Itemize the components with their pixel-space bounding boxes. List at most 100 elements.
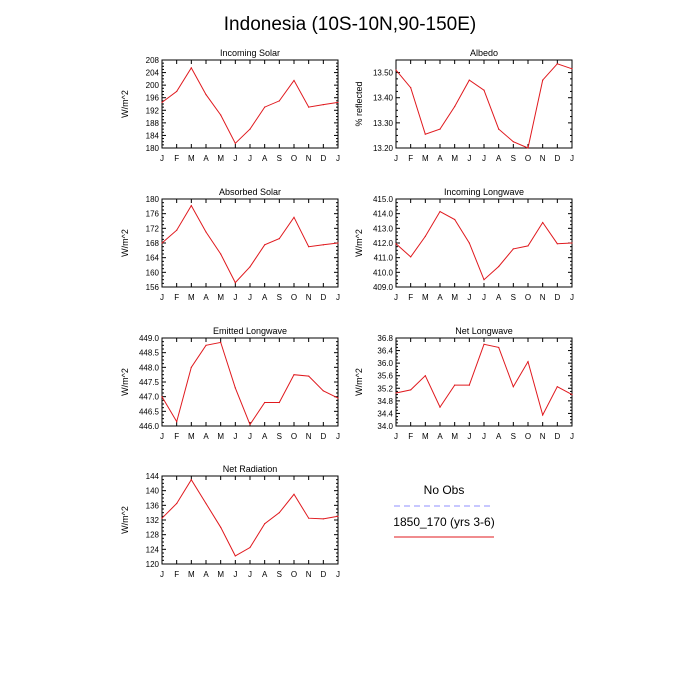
panel-5-ytick-label: 446.0 [139,422,160,431]
panel-6-title: Net Longwave [455,326,513,336]
panel-3-xtick-label: M [217,293,224,302]
panel-5-xtick-label: J [233,432,237,441]
panel-1-data-point [220,114,222,116]
panel-1-xtick-label: O [291,154,297,163]
panel-6-ytick-label: 35.2 [377,384,393,393]
panel-6-xtick-label: M [451,432,458,441]
panel-4-data-point [527,245,529,247]
panel-4-xtick-label: J [570,293,574,302]
panel-5-data-point [264,401,266,404]
panel-3-xtick-label: J [233,293,237,302]
panel-6-data-point [395,392,397,394]
panel-4-xtick-label: M [451,293,458,302]
panel-1-xtick-label: J [248,154,252,163]
panel-7-frame [161,475,339,565]
panel-6-xtick-label: O [525,432,531,441]
panel-6-data-point [556,386,558,388]
panel-3-xtick-label: F [174,293,179,302]
panel-6-xtick-label: J [570,432,574,441]
panel-7-ytick-label: 140 [146,487,160,496]
panel-7-ytick-label: 120 [146,560,160,569]
figure-title: Indonesia (10S-10N,90-150E) [223,14,477,35]
panel-2-xtick-label: M [451,154,458,163]
panel-7-data-point [337,515,339,517]
panel-7-data-point [234,555,236,557]
legend-label-obs: No Obs [424,483,465,497]
panel-7-ytick-label: 136 [146,501,160,510]
panel-4-data-point [556,243,558,245]
panel-3-ytick-label: 160 [146,268,160,277]
panel-3-xtick-label: J [248,293,252,302]
panel-5-xtick-label: F [174,432,179,441]
panel-7-xtick-label: F [174,570,179,579]
panel-3-xtick-label: D [320,293,326,302]
panel-5-ylabel: W/m^2 [120,368,130,396]
panel-3-data-point [205,231,207,233]
panel-6-data-point [454,384,456,386]
panel-3-xtick-label: A [203,293,209,302]
panel-6-data-point [439,406,441,408]
panel-1-xtick-label: A [262,154,268,163]
panel-1-ytick-label: 204 [146,69,160,78]
panel-7-xtick-label: N [306,570,312,579]
panel-1-ylabel: W/m^2 [120,90,130,118]
panel-5-xtick-label: J [336,432,340,441]
panel-4-ytick-label: 410.0 [373,268,394,277]
panel-2-ytick-label: 13.40 [373,94,394,103]
panel-2-xtick-label: D [554,154,560,163]
panel-1-data-point [249,128,251,130]
panel-4-data-point [410,256,412,258]
panel-4-xtick-label: F [408,293,413,302]
panel-2-data-point [454,105,456,108]
panel-7-xtick-label: M [188,570,195,579]
panel-5-data-point [220,341,222,343]
panel-1-series-line [161,66,339,145]
panel-3-data-point [190,205,192,207]
panel-5-data-point [176,421,178,423]
panel-6-xtick-label: J [482,432,486,441]
panel-1-xtick-label: M [217,154,224,163]
panel-4-xtick-label: S [511,293,516,302]
panel-5-xtick-label: M [217,432,224,441]
panel-5-data-point [234,387,236,389]
panel-2-xtick-label: A [496,154,502,163]
panel-5-data-point [249,423,251,426]
panel-3-ytick-label: 164 [146,254,160,263]
panel-6-xtick-label: M [422,432,429,441]
panel-1-data-point [190,67,192,69]
panel-7-xtick-label: J [336,570,340,579]
panel-2-data-point [410,87,412,89]
panel-2-ytick-label: 13.30 [373,119,394,128]
panel-5-data-point [161,396,163,398]
panel-6-ytick-label: 36.8 [377,334,393,343]
panel-4-ytick-label: 411.0 [374,254,394,263]
panel-1-xtick-label: N [306,154,312,163]
panel-4-data-point [439,210,441,213]
panel-5-data-point [278,401,280,404]
panel-3-data-point [176,229,178,231]
panel-3-data-point [322,244,324,246]
panel-5-ytick-label: 448.5 [139,349,160,358]
panel-6-xtick-label: J [467,432,471,441]
panel-4-data-point [468,242,470,244]
panel-3-data-point [220,253,222,255]
panel-5-ytick-label: 448.0 [139,363,160,372]
panel-4-data-point [571,242,573,244]
panel-6-ytick-label: 34.8 [377,397,393,406]
panel-1-xtick-label: A [203,154,209,163]
panel-5-data-point [322,390,324,392]
panel-2-xtick-label: N [540,154,546,163]
panel-7-data-point [161,517,163,519]
panel-7-ytick-label: 128 [146,531,160,540]
panel-5-data-point [190,366,192,368]
panel-5-ytick-label: 449.0 [139,334,160,343]
panel-2-series-line [395,63,573,149]
panel-6-ytick-label: 36.0 [377,359,393,368]
panel-7-ylabel: W/m^2 [120,506,130,534]
panel-7-series-line [161,478,339,557]
panel-3-series-line [161,204,339,284]
panel-7-data-point [264,523,266,525]
panel-1-xtick-label: D [320,154,326,163]
panel-3-title: Absorbed Solar [219,187,281,197]
panel-7-xtick-label: M [217,570,224,579]
